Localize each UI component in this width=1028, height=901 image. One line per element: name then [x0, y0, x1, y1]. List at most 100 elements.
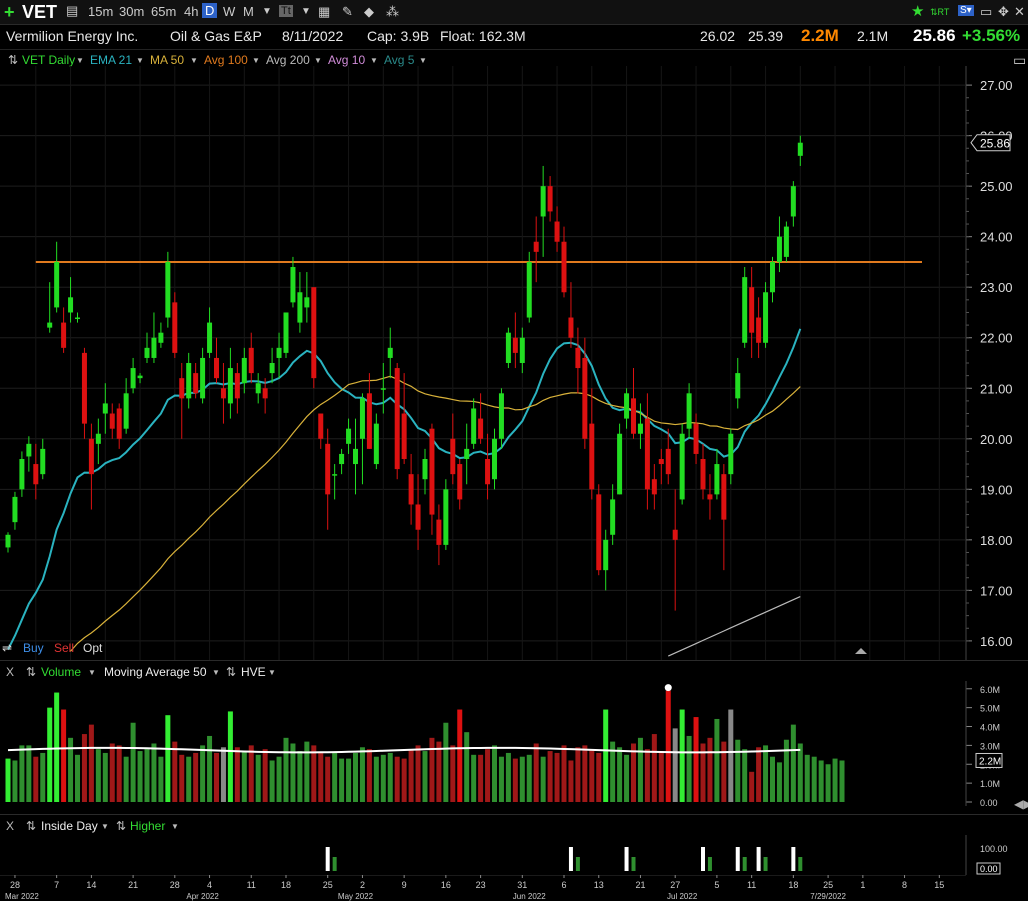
volume-highlight-dot: [664, 684, 672, 692]
timeframe-weekly[interactable]: W: [223, 4, 236, 19]
sell-button[interactable]: Sell: [54, 641, 75, 655]
close-panel-button[interactable]: X: [6, 819, 15, 833]
share-icon[interactable]: ⁂: [386, 4, 399, 19]
volume-bar: [728, 709, 734, 802]
star-icon[interactable]: ★: [911, 3, 925, 20]
realtime-icon[interactable]: ⇅RT: [930, 7, 950, 17]
volume-chart[interactable]: 6.0M5.0M4.0M3.0M2.0M1.0M0.00 2.2M: [0, 681, 1028, 806]
buy-button[interactable]: Buy: [23, 641, 44, 655]
volume-tick-label: 3.0M: [980, 741, 1000, 751]
study-main[interactable]: VET Daily: [22, 53, 76, 67]
chart-type-icon[interactable]: ▤: [66, 3, 79, 18]
volume-bar: [151, 743, 157, 802]
study-avg200[interactable]: Avg 200: [266, 53, 310, 67]
study-inside-day[interactable]: Inside Day: [41, 819, 98, 833]
scroll-arrow-icon[interactable]: ◀▶: [1014, 797, 1028, 811]
volume-bar: [770, 756, 775, 802]
panel-divider[interactable]: [0, 814, 1028, 815]
volume-bar: [589, 749, 595, 802]
panel-size-icon[interactable]: ▭: [1013, 52, 1027, 68]
study-dropdown-icon[interactable]: ▼: [268, 668, 276, 677]
volume-bar: [498, 756, 504, 802]
market-cap: Cap: 3.9B: [367, 28, 430, 44]
ma50-line: [70, 375, 801, 652]
timeframe-dropdown-icon[interactable]: ▼: [262, 6, 272, 17]
study-dropdown-icon[interactable]: ▼: [88, 668, 96, 677]
scroll-up-icon[interactable]: [855, 648, 867, 654]
close-icon[interactable]: ✕: [1014, 4, 1025, 19]
volume-bar: [457, 709, 463, 802]
candle-body: [554, 221, 560, 242]
insideday-chart[interactable]: 100.00 0.00: [0, 835, 1028, 875]
symbol-input[interactable]: VET: [22, 2, 58, 22]
study-higher[interactable]: Higher: [130, 819, 166, 833]
volume-bar: [262, 749, 268, 802]
volume-bar: [756, 747, 762, 802]
volume-bar: [207, 735, 213, 802]
timeframe-30m[interactable]: 30m: [119, 4, 145, 19]
price-tick-label: 24.00: [980, 230, 1013, 245]
study-dropdown-icon[interactable]: ▼: [190, 56, 198, 65]
trade-toggle-icon[interactable]: ⇌: [2, 641, 13, 655]
date-axis[interactable]: 28 7 14 21 28 4 11 18 25 2 9 16 23 31 6 13 21 27 5 11 18 25 1 8…: [0, 875, 1028, 901]
study-volume[interactable]: Volume: [41, 665, 82, 679]
study-dropdown-icon[interactable]: ▼: [101, 822, 109, 831]
volume-bar: [137, 751, 143, 802]
study-dropdown-icon[interactable]: ▼: [136, 56, 144, 65]
candle-body: [26, 443, 32, 457]
study-hve[interactable]: HVE: [241, 665, 266, 679]
price-axis: 27.0026.0025.0024.0023.0022.0021.0020.00…: [965, 66, 1013, 660]
volume-bar: [651, 734, 657, 802]
move-icon[interactable]: ✥: [998, 4, 1009, 19]
pencil-icon[interactable]: ✎: [342, 4, 353, 19]
sort-arrows-icon[interactable]: ⇅: [8, 53, 19, 67]
volume-bar: [735, 739, 741, 802]
sort-arrows-icon[interactable]: ⇅: [26, 819, 37, 833]
sort-arrows-icon[interactable]: ⇅: [226, 665, 237, 679]
study-ma50[interactable]: MA 50: [150, 53, 185, 67]
study-avg100[interactable]: Avg 100: [204, 53, 248, 67]
sort-arrows-icon[interactable]: ⇅: [116, 819, 127, 833]
volume-bar: [700, 743, 706, 802]
candle-body: [130, 368, 136, 389]
study-ema21[interactable]: EMA 21: [90, 53, 133, 67]
plus-icon[interactable]: +: [4, 2, 15, 22]
options-button[interactable]: Opt: [83, 641, 103, 655]
date-month-label: Apr 2022: [186, 892, 219, 901]
volume-dot: [664, 684, 672, 692]
price-chart[interactable]: 27.0026.0025.0024.0023.0022.0021.0020.00…: [0, 66, 1028, 660]
candle-body: [276, 347, 282, 358]
study-dropdown-icon[interactable]: ▼: [419, 56, 427, 65]
candle-body: [332, 474, 338, 476]
volume-bar: [519, 756, 525, 802]
panel-divider[interactable]: [0, 660, 1028, 661]
timeframe-monthly[interactable]: M: [243, 4, 254, 19]
date-tick-label: 15: [934, 880, 944, 890]
study-volume-ma[interactable]: Moving Average 50: [104, 665, 207, 679]
study-dropdown-icon[interactable]: ▼: [252, 56, 260, 65]
layers-icon[interactable]: ◆: [364, 4, 374, 19]
study-avg5[interactable]: Avg 5: [384, 53, 415, 67]
timeframe-15m[interactable]: 15m: [88, 4, 114, 19]
sort-arrows-icon[interactable]: ⇅: [26, 665, 37, 679]
save-icon[interactable]: ▭: [980, 4, 993, 19]
study-avg10[interactable]: Avg 10: [328, 53, 366, 67]
study-dropdown-icon[interactable]: ▼: [370, 56, 378, 65]
study-dropdown-icon[interactable]: ▼: [76, 56, 84, 65]
study-dropdown-icon[interactable]: ▼: [171, 822, 179, 831]
volume-bar: [234, 747, 240, 802]
study-dropdown-icon[interactable]: ▼: [314, 56, 322, 65]
candle-body: [790, 186, 796, 217]
candle-body: [429, 428, 435, 515]
calculator-icon[interactable]: ▦: [318, 4, 331, 19]
timeframe-daily[interactable]: D: [202, 3, 218, 18]
timeframe-65m[interactable]: 65m: [151, 4, 177, 19]
timeframe-4h[interactable]: 4h: [184, 4, 199, 19]
study-dropdown-icon[interactable]: ▼: [212, 668, 220, 677]
close-panel-button[interactable]: X: [6, 665, 15, 679]
settings-s-icon[interactable]: S▾: [958, 5, 974, 16]
tool-dropdown-icon[interactable]: ▼: [301, 6, 311, 17]
text-tool-icon[interactable]: Tt: [279, 5, 293, 17]
volume-bar: [276, 756, 282, 802]
date-tick-label: 5: [714, 880, 719, 890]
